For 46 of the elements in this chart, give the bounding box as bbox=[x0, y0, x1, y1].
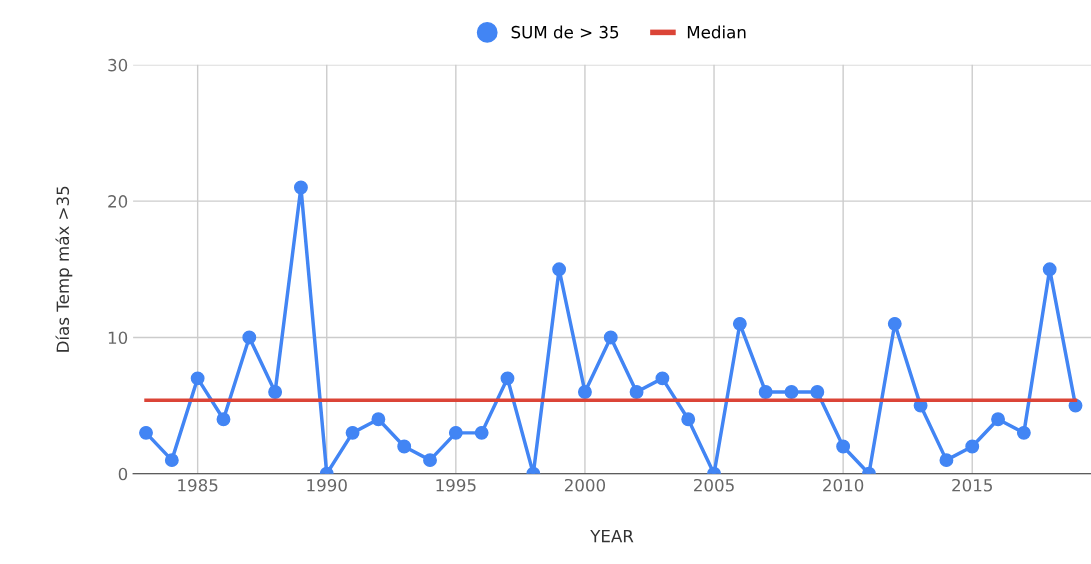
y-tick-label: 20 bbox=[108, 195, 128, 208]
point bbox=[887, 316, 902, 331]
x-tick-label: 1990 bbox=[307, 478, 347, 492]
point bbox=[810, 385, 825, 399]
point bbox=[371, 412, 386, 427]
x-tick-label: 2010 bbox=[823, 478, 864, 492]
x-tick-label: 1995 bbox=[436, 478, 476, 492]
y-tick-label: 30 bbox=[108, 58, 128, 72]
point bbox=[836, 439, 851, 454]
point bbox=[784, 385, 799, 399]
point bbox=[474, 425, 489, 440]
x-tick-label: 2000 bbox=[564, 478, 606, 492]
x-axis-title: YEAR bbox=[590, 529, 634, 543]
point bbox=[629, 385, 644, 399]
x-tick-label: 2015 bbox=[952, 478, 992, 492]
point bbox=[758, 385, 773, 399]
point bbox=[681, 412, 696, 427]
point bbox=[345, 425, 360, 440]
y-tick-label: 0 bbox=[118, 467, 128, 481]
y-axis-title: Días Temp máx >35 bbox=[55, 186, 73, 352]
point bbox=[293, 180, 308, 195]
point bbox=[1016, 425, 1031, 440]
point bbox=[397, 439, 412, 454]
legend-label: SUM de > 35 bbox=[511, 25, 619, 39]
point bbox=[577, 385, 592, 399]
point bbox=[216, 412, 231, 427]
point bbox=[190, 371, 205, 386]
y-tick-label: 10 bbox=[108, 331, 128, 345]
point bbox=[1042, 262, 1057, 277]
point bbox=[448, 425, 463, 440]
point bbox=[139, 425, 153, 440]
point bbox=[991, 412, 1005, 427]
x-tick-label: 2005 bbox=[694, 478, 734, 492]
point bbox=[552, 262, 567, 277]
point bbox=[655, 371, 670, 386]
x-tick-label: 1985 bbox=[178, 478, 218, 492]
point bbox=[965, 439, 980, 454]
point bbox=[500, 371, 515, 386]
point bbox=[242, 330, 257, 345]
point bbox=[939, 453, 954, 468]
legend-label: Median bbox=[687, 25, 746, 39]
point bbox=[423, 453, 437, 468]
point bbox=[732, 316, 747, 331]
point bbox=[164, 453, 179, 468]
point bbox=[603, 330, 618, 345]
point bbox=[268, 385, 283, 399]
